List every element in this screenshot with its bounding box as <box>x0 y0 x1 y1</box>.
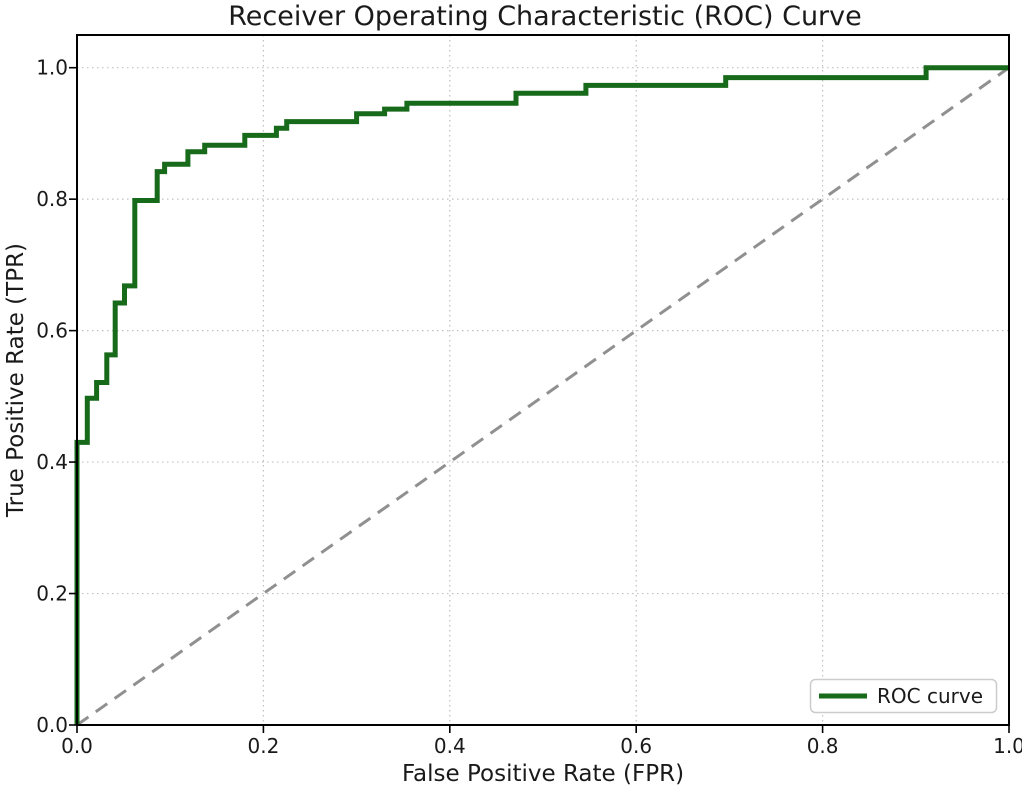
x-tick-label: 0.4 <box>434 734 466 758</box>
y-tick-labels: 0.0 0.2 0.4 0.6 0.8 1.0 <box>36 56 68 737</box>
y-tick-label: 0.2 <box>36 582 68 606</box>
gridlines <box>77 35 1009 725</box>
x-tick-label: 1.0 <box>993 734 1022 758</box>
legend: ROC curve <box>809 678 998 714</box>
y-tick-label: 0.8 <box>36 187 68 211</box>
legend-entry-label: ROC curve <box>877 684 983 708</box>
x-axis-label: False Positive Rate (FPR) <box>402 761 684 787</box>
x-tick-label: 0.6 <box>620 734 652 758</box>
y-tick-label: 0.6 <box>36 319 68 343</box>
y-tick-label: 0.4 <box>36 450 68 474</box>
chart-title: Receiver Operating Characteristic (ROC) … <box>228 1 862 32</box>
roc-curve-line <box>74 65 1009 725</box>
chance-diagonal-line <box>76 66 1010 727</box>
x-tick-label: 0.8 <box>807 734 839 758</box>
y-tick-label: 0.0 <box>36 713 68 737</box>
axis-ticks <box>69 66 1010 733</box>
x-tick-label: 0.0 <box>61 734 93 758</box>
x-tick-label: 0.2 <box>247 734 279 758</box>
legend-box <box>809 678 998 714</box>
y-tick-label: 1.0 <box>36 56 68 80</box>
y-axis-label: True Positive Rate (TPR) <box>3 243 29 518</box>
x-tick-labels: 0.0 0.2 0.4 0.6 0.8 1.0 <box>61 734 1022 758</box>
plot-border <box>76 34 1010 726</box>
